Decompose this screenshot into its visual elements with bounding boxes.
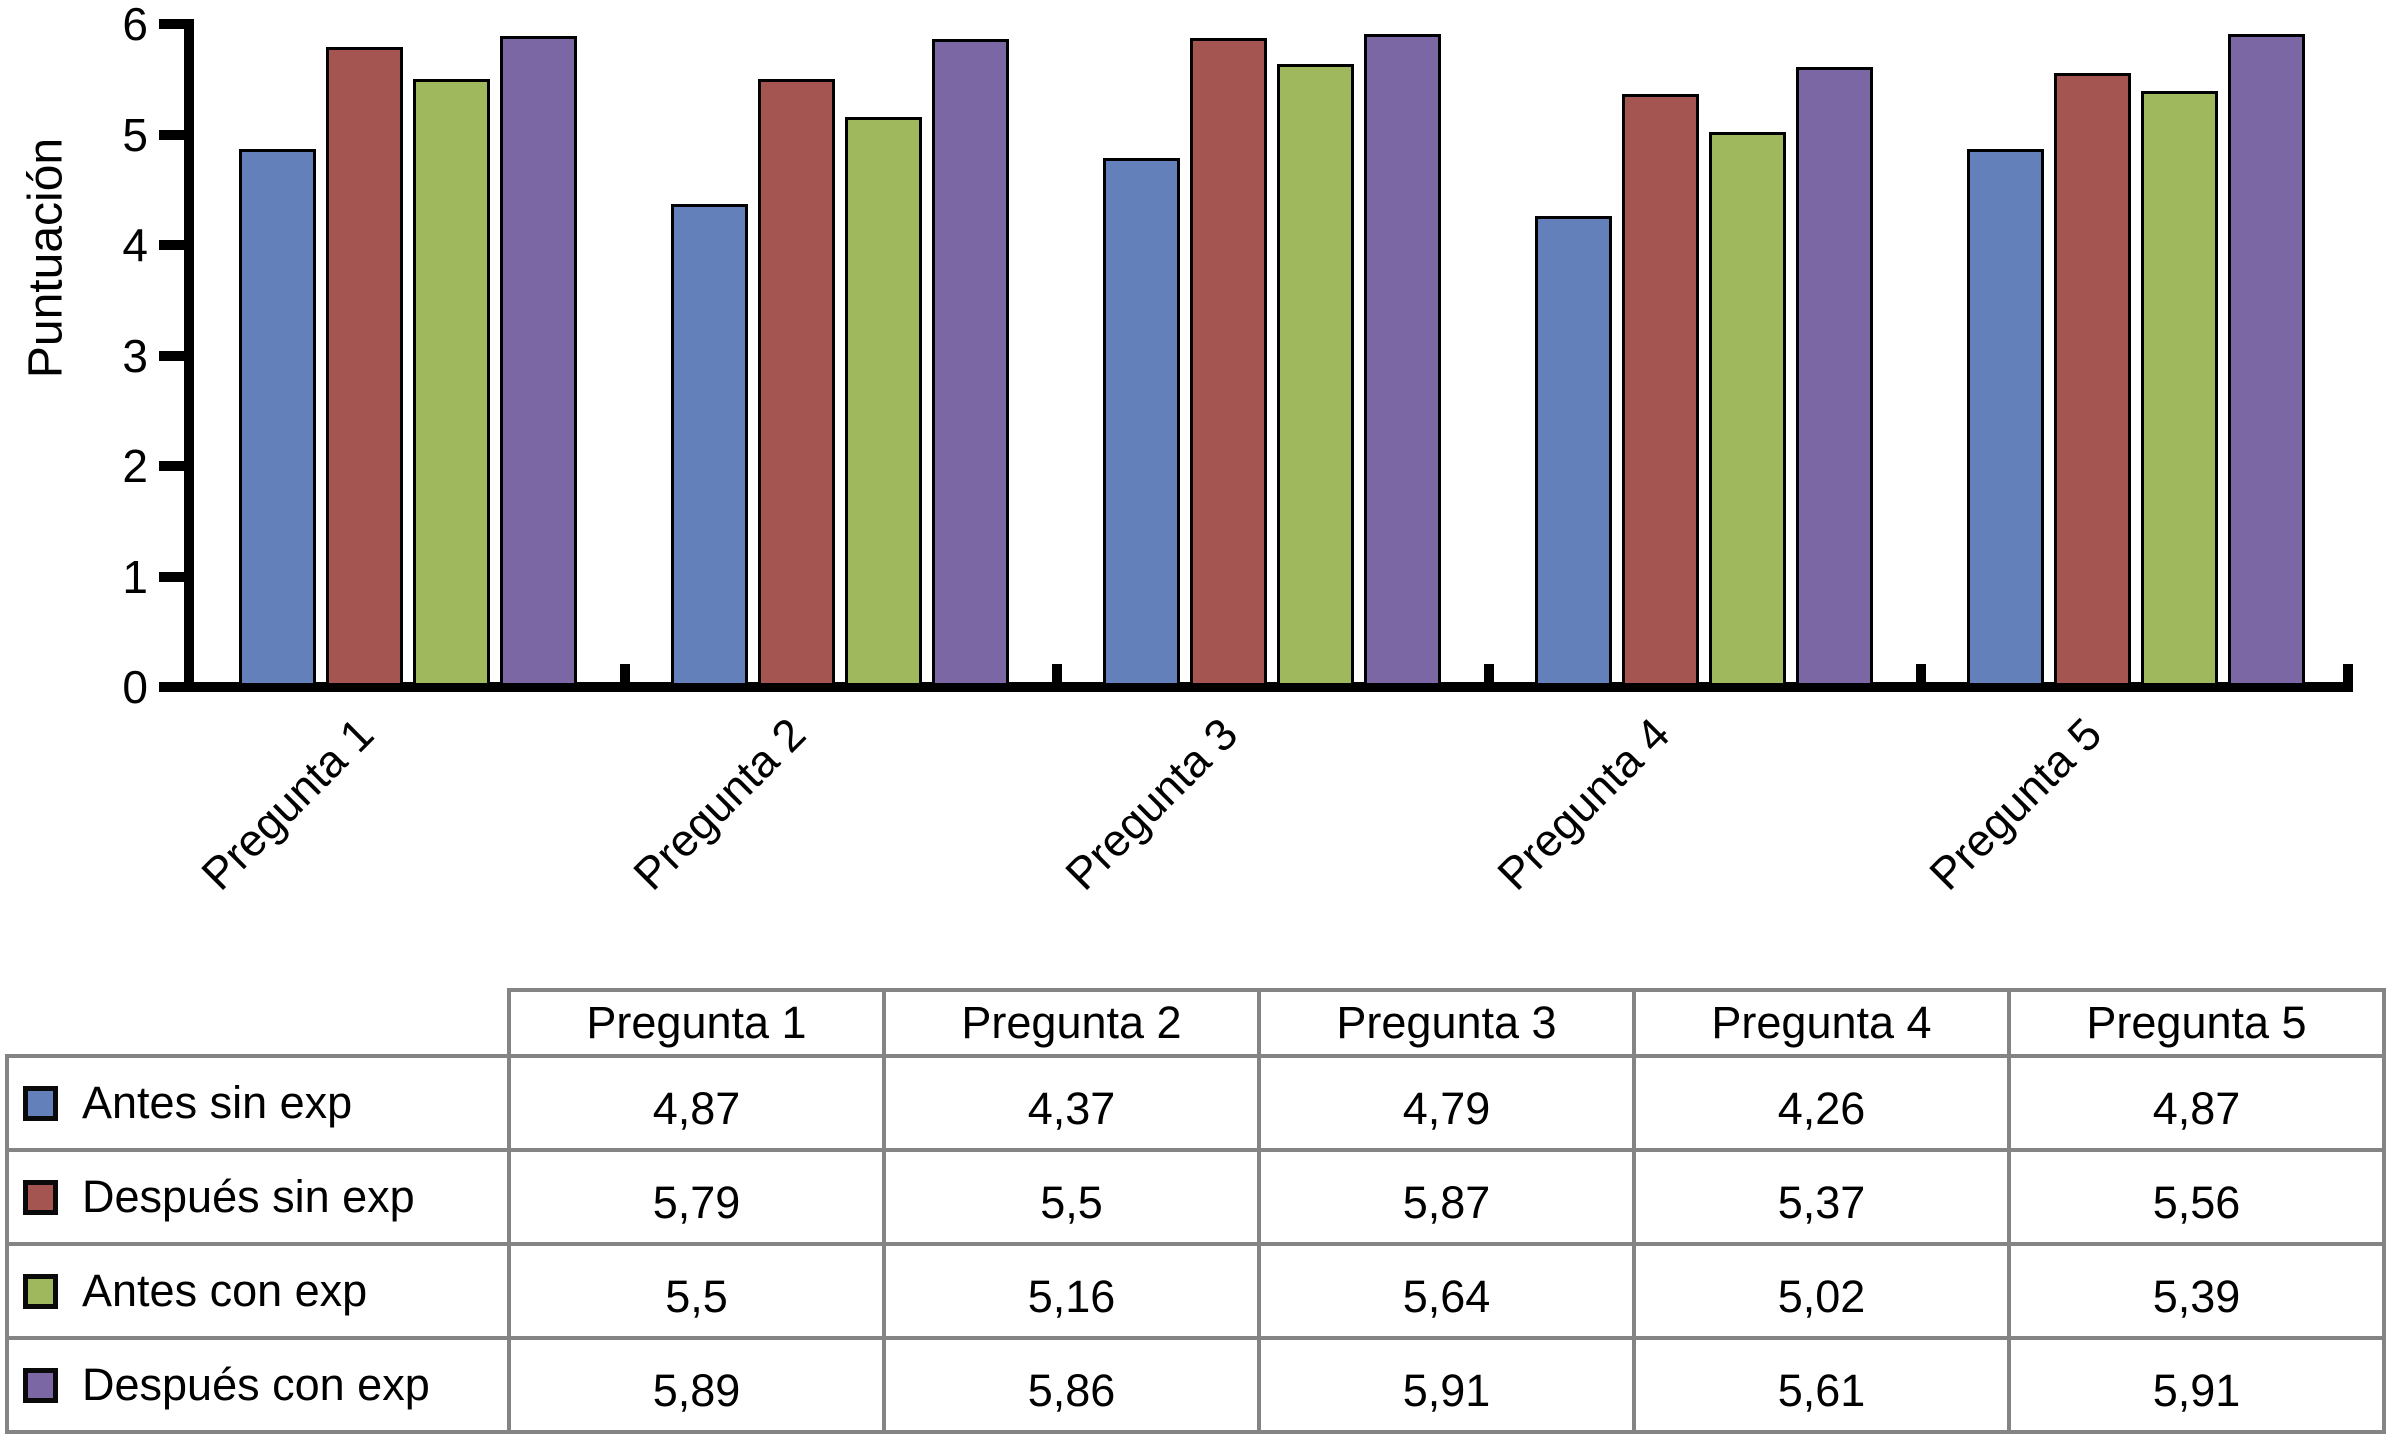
table-row: Después sin exp 5,79 5,5 5,87 5,37 5,56 [5, 1148, 2386, 1246]
y-tick-label: 4 [122, 219, 148, 271]
value-cell: 4,87 [507, 1054, 886, 1152]
x-axis-label: Pregunta 3 [1055, 708, 1248, 900]
table-corner-cell [7, 990, 509, 1056]
legend-swatch-antes-sin-exp [23, 1085, 58, 1121]
value-cell: 4,87 [2007, 1054, 2386, 1152]
value-cell: 5,16 [882, 1242, 1261, 1340]
value-cell: 5,56 [2007, 1148, 2386, 1246]
y-tick [159, 350, 184, 361]
bar-después-con-exp-pregunta-2 [932, 39, 1009, 686]
bar-después-con-exp-pregunta-5 [2228, 33, 2305, 686]
legend-label: Después con exp [82, 1359, 430, 1410]
data-table: Pregunta 1 Pregunta 2 Pregunta 3 Pregunt… [5, 988, 2386, 1434]
bar-antes-sin-exp-pregunta-1 [239, 148, 316, 686]
y-axis-line [184, 19, 194, 692]
bar-después-con-exp-pregunta-3 [1364, 33, 1441, 686]
value-cell: 5,5 [507, 1242, 886, 1340]
x-axis-tick [620, 664, 630, 682]
legend-cell: Antes con exp [5, 1242, 511, 1340]
value-cell: 5,87 [1257, 1148, 1636, 1246]
value-cell: 4,26 [1632, 1054, 2011, 1152]
legend-label: Después sin exp [82, 1171, 415, 1222]
y-tick-label: 2 [122, 440, 148, 492]
bar-antes-con-exp-pregunta-5 [2141, 91, 2218, 686]
value-cell: 5,91 [1257, 1336, 1636, 1434]
y-tick [159, 682, 184, 692]
bar-antes-sin-exp-pregunta-4 [1535, 216, 1612, 686]
y-tick-label: 1 [122, 550, 148, 603]
legend-swatch-antes-con-exp [23, 1273, 58, 1309]
bar-antes-sin-exp-pregunta-5 [1967, 148, 2044, 686]
y-tick [159, 129, 184, 140]
table-header-row: Pregunta 1 Pregunta 2 Pregunta 3 Pregunt… [7, 988, 2386, 1058]
x-axis-label: Pregunta 1 [191, 708, 384, 900]
bar-antes-con-exp-pregunta-1 [413, 79, 490, 686]
value-cell: 5,86 [882, 1336, 1261, 1434]
legend-swatch-despues-con-exp [23, 1367, 58, 1403]
bar-después-sin-exp-pregunta-5 [2054, 72, 2131, 686]
value-cell: 5,91 [2007, 1336, 2386, 1434]
bar-después-con-exp-pregunta-4 [1796, 67, 1873, 686]
y-tick [159, 19, 184, 29]
bar-antes-con-exp-pregunta-4 [1709, 132, 1786, 686]
legend-cell: Antes sin exp [5, 1054, 511, 1152]
value-cell: 5,61 [1632, 1336, 2011, 1434]
x-axis-label: Pregunta 5 [1919, 708, 2112, 900]
y-tick-label: 0 [122, 661, 148, 713]
bar-después-sin-exp-pregunta-1 [326, 47, 403, 686]
legend-label: Antes sin exp [82, 1077, 353, 1128]
y-tick [159, 240, 184, 250]
table-row: Después con exp 5,89 5,86 5,91 5,61 5,91 [5, 1336, 2386, 1434]
table-row: Antes con exp 5,5 5,16 5,64 5,02 5,39 [5, 1242, 2386, 1340]
bar-antes-con-exp-pregunta-2 [845, 116, 922, 686]
bar-después-con-exp-pregunta-1 [500, 36, 577, 686]
y-tick [159, 461, 184, 471]
column-header-pregunta-5: Pregunta 5 [2007, 988, 2386, 1058]
value-cell: 5,64 [1257, 1242, 1636, 1340]
value-cell: 5,02 [1632, 1242, 2011, 1340]
x-axis-tick [2343, 664, 2353, 682]
bar-después-sin-exp-pregunta-4 [1622, 93, 1699, 686]
column-header-pregunta-2: Pregunta 2 [882, 988, 1261, 1058]
column-header-pregunta-3: Pregunta 3 [1257, 988, 1636, 1058]
bar-después-sin-exp-pregunta-2 [758, 79, 835, 686]
legend-cell: Después con exp [5, 1336, 511, 1434]
x-axis-tick [1916, 664, 1926, 682]
bar-después-sin-exp-pregunta-3 [1190, 38, 1267, 686]
y-tick-label: 6 [122, 0, 148, 50]
column-header-pregunta-1: Pregunta 1 [507, 988, 886, 1058]
bar-chart: Puntuación 0 1 2 3 4 5 6 Pregunta 1 Pregunta 2 Pr… [20, 0, 2353, 900]
x-axis-label: Pregunta 2 [623, 708, 816, 900]
x-axis-label: Pregunta 4 [1487, 708, 1680, 900]
table-row: Antes sin exp 4,87 4,37 4,79 4,26 4,87 [5, 1054, 2386, 1152]
value-cell: 4,79 [1257, 1054, 1636, 1152]
value-cell: 5,37 [1632, 1148, 2011, 1246]
legend-cell: Después sin exp [5, 1148, 511, 1246]
legend-swatch-despues-sin-exp [23, 1179, 58, 1215]
x-axis-tick [1484, 664, 1494, 682]
column-header-pregunta-4: Pregunta 4 [1632, 988, 2011, 1058]
bar-antes-sin-exp-pregunta-2 [671, 204, 748, 686]
y-tick-label: 3 [122, 329, 148, 382]
value-cell: 5,5 [882, 1148, 1261, 1246]
x-axis-line [184, 682, 2353, 692]
value-cell: 5,89 [507, 1336, 886, 1434]
value-cell: 5,39 [2007, 1242, 2386, 1340]
x-axis-tick [1052, 664, 1062, 682]
y-tick-label: 5 [122, 108, 148, 161]
bar-antes-con-exp-pregunta-3 [1277, 63, 1354, 686]
legend-label: Antes con exp [82, 1265, 368, 1316]
bar-antes-sin-exp-pregunta-3 [1103, 157, 1180, 686]
value-cell: 4,37 [882, 1054, 1261, 1152]
value-cell: 5,79 [507, 1148, 886, 1246]
y-tick [159, 571, 184, 582]
